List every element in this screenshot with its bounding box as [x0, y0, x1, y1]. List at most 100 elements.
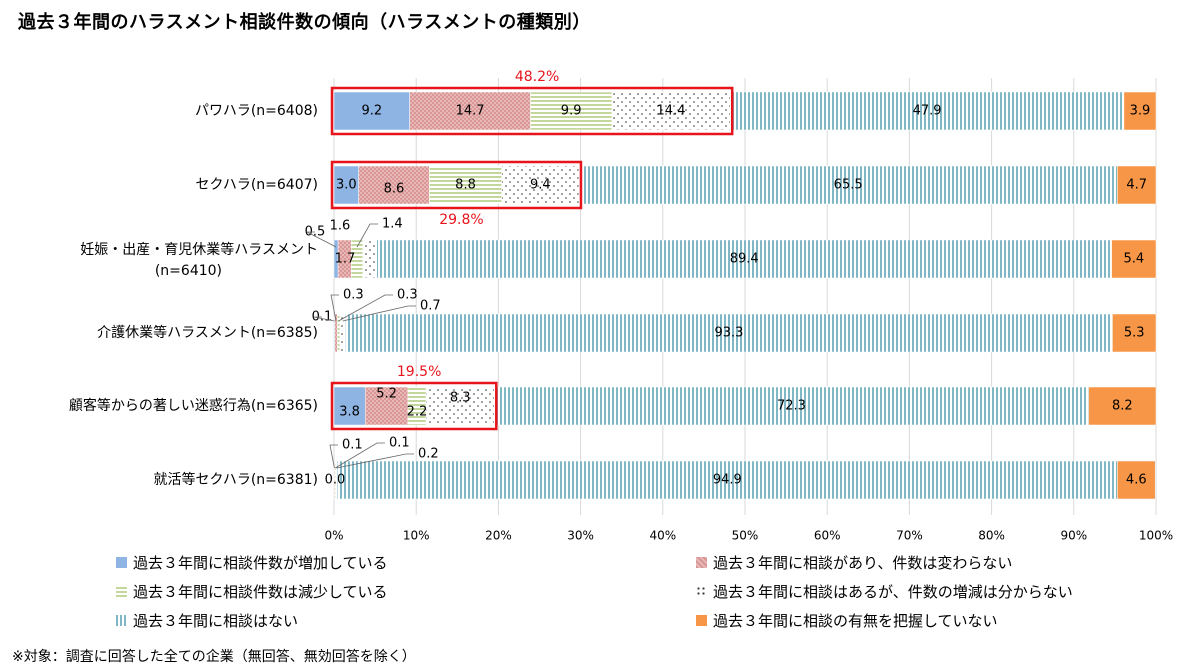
leader-line: [356, 223, 378, 248]
data-label: 8.2: [1112, 399, 1133, 414]
data-label: 3.8: [339, 405, 360, 420]
data-label: 1.6: [330, 219, 351, 234]
bar-segment-none: [337, 460, 1118, 500]
x-tick-label: 40%: [649, 529, 676, 543]
bar-segment-none: [494, 386, 1089, 426]
bar-segment-none: [345, 313, 1113, 353]
chart-title: 過去３年間のハラスメント相談件数の傾向（ハラスメントの種類別）: [18, 12, 591, 33]
data-label: 1.4: [382, 217, 403, 232]
data-label: 0.7: [420, 299, 441, 314]
highlight-total-label: 19.5%: [397, 364, 441, 380]
legend-swatch: [116, 557, 127, 568]
bar-segment-none: [729, 91, 1125, 131]
legend-swatch: [696, 586, 707, 597]
data-label: 94.9: [713, 473, 742, 488]
leader-line: [313, 316, 335, 322]
legend-item-increase: 過去３年間に相談件数が増加している: [116, 552, 388, 573]
x-tick-label: 10%: [403, 529, 430, 543]
stacked-bar-chart: 0% 10% 20% 30% 40% 50% 60% 70% 80% 90% 100% パワハラ(n=…: [69, 69, 1173, 543]
data-label: 0.2: [418, 447, 439, 462]
data-label: 5.4: [1123, 252, 1144, 267]
data-label: 47.9: [913, 104, 942, 119]
highlight-total-label: 48.2%: [515, 69, 559, 85]
legend-item-notgrasped: 過去３年間に相談の有無を把握していない: [696, 610, 998, 631]
bar-segment-nochange: [358, 165, 430, 205]
bar-segment-unknown: [425, 386, 495, 426]
bar-segment-none: [578, 165, 1118, 205]
category-label: 顧客等からの著しい迷惑行為(n=6365): [69, 397, 318, 414]
bar-segment-notgrasped: [1112, 313, 1157, 353]
legend-label: 過去３年間に相談はあるが、件数の増減は分からない: [713, 583, 1073, 601]
x-tick-label: 70%: [896, 529, 923, 543]
category-label: 妊娠・出産・育児休業等ハラスメント: [80, 241, 318, 258]
legend-item-none: 過去３年間に相談はない: [116, 610, 298, 631]
data-label: 9.2: [361, 104, 382, 119]
legend-label: 過去３年間に相談はない: [133, 612, 299, 630]
x-tick-label: 80%: [978, 529, 1005, 543]
x-tick-label: 100%: [1139, 529, 1173, 543]
data-label: 4.6: [1126, 473, 1147, 488]
legend-swatch: [696, 557, 707, 568]
data-label: 0.1: [342, 438, 363, 453]
leader-line: [342, 305, 416, 322]
bar-segment-notgrasped: [1117, 165, 1157, 205]
data-label: 0.3: [343, 288, 364, 303]
bar-segment-decrease: [429, 165, 502, 205]
category-label: セクハラ(n=6407): [196, 177, 318, 193]
bar-segment-increase: [333, 91, 410, 131]
leader-line: [338, 294, 393, 322]
legend-item-unknown: 過去３年間に相談はあるが、件数の増減は分からない: [696, 581, 1073, 602]
highlight-box: [330, 381, 498, 431]
data-label: 3.0: [336, 178, 357, 193]
bar-segment-notgrasped: [1123, 91, 1157, 131]
bar-segment-increase: [333, 386, 366, 426]
data-label: 0.1: [389, 436, 410, 451]
bar-segment-notgrasped: [1088, 386, 1157, 426]
data-label: 14.4: [657, 104, 686, 119]
x-tick-label: 30%: [567, 529, 594, 543]
legend-label: 過去３年間に相談件数は減少している: [133, 583, 388, 601]
data-label: 93.3: [714, 326, 743, 341]
data-label: 89.4: [730, 252, 759, 267]
x-tick-label: 20%: [485, 529, 512, 543]
data-label: 4.7: [1126, 178, 1147, 193]
data-label: 72.3: [777, 399, 806, 414]
leader-line: [336, 453, 414, 469]
data-label: 0.0: [325, 473, 346, 488]
bar-segment-nochange: [409, 91, 531, 131]
data-label: 14.7: [456, 104, 485, 119]
legend-item-decrease: 過去３年間に相談件数は減少している: [116, 581, 388, 602]
bar-segment-nochange: [364, 386, 409, 426]
bar-segment-unknown: [362, 239, 377, 279]
bar-segment-unknown: [501, 165, 580, 205]
x-tick-label: 50%: [732, 529, 759, 543]
data-label: 2.2: [407, 405, 428, 420]
data-label: 5.2: [376, 387, 397, 402]
x-tick-label: 90%: [1060, 529, 1087, 543]
data-label: 5.3: [1124, 326, 1145, 341]
data-label: 8.3: [450, 391, 471, 406]
x-tick-label: 0%: [324, 529, 343, 543]
highlight-total-label: 29.8%: [439, 212, 483, 228]
legend-swatch: [696, 615, 707, 626]
legend-swatch: [116, 586, 127, 597]
bar-segment-decrease: [530, 91, 613, 131]
leader-line: [306, 231, 337, 248]
category-label: パワハラ(n=6408): [195, 103, 318, 119]
highlight-box: [330, 86, 734, 136]
bar-segment-increase: [333, 165, 359, 205]
data-label: 3.9: [1130, 104, 1151, 119]
data-label: 9.4: [530, 178, 551, 193]
x-tick-label: 60%: [814, 529, 841, 543]
category-label: 介護休業等ハラスメント(n=6385): [97, 324, 318, 341]
footnote: ※対象：調査に回答した全ての企業（無回答、無効回答を除く）: [12, 649, 416, 665]
legend-label: 過去３年間に相談があり、件数は変わらない: [713, 554, 1013, 572]
bar-segment-decrease: [337, 313, 341, 353]
data-label: 8.6: [384, 182, 405, 197]
legend-item-nochange: 過去３年間に相談があり、件数は変わらない: [696, 552, 1012, 573]
data-label: 0.3: [397, 288, 418, 303]
highlight-box: [330, 160, 583, 210]
legend-swatch: [116, 615, 127, 626]
data-label: 1.7: [335, 252, 356, 267]
data-label: 9.9: [561, 104, 582, 119]
